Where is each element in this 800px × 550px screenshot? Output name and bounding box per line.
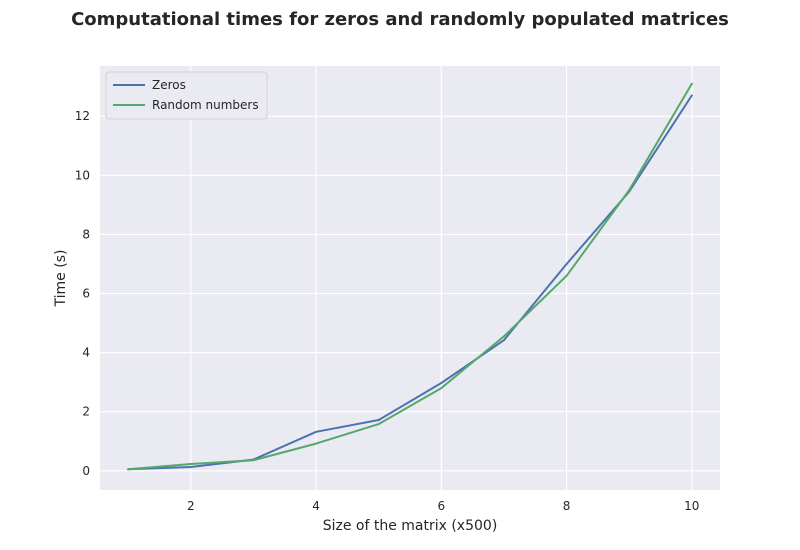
point-zeros (377, 419, 380, 421)
point-random (503, 335, 505, 338)
legend-label-random: Random numbers (152, 98, 259, 112)
point-random (690, 82, 693, 85)
y-axis-label: Time (s) (53, 250, 69, 308)
x-axis-label: Size of the matrix (x500) (323, 518, 498, 534)
point-random (628, 189, 631, 191)
point-zeros (503, 339, 505, 342)
point-zeros (565, 263, 568, 265)
legend: Zeros Random numbers (105, 71, 268, 120)
point-random (565, 274, 568, 277)
point-random (127, 468, 130, 471)
y-tick-label: 6 (82, 287, 90, 301)
point-zeros (440, 382, 443, 384)
x-tick-label: 6 (437, 499, 445, 513)
y-tick-label: 12 (75, 109, 90, 123)
series-line-random (127, 82, 693, 471)
y-tick-label: 10 (75, 168, 90, 182)
legend-label-zeros: Zeros (152, 78, 186, 92)
point-random (189, 463, 192, 465)
y-tick-label: 4 (82, 346, 90, 360)
x-tick-label: 2 (187, 499, 195, 513)
point-random (440, 387, 443, 389)
point-zeros (315, 430, 317, 433)
point-random (315, 442, 317, 445)
point-zeros (690, 94, 693, 97)
x-tick-label: 10 (684, 499, 699, 513)
x-tick-labels: 2 4 6 8 10 (187, 499, 699, 513)
point-random (252, 459, 255, 462)
x-tick-label: 4 (312, 499, 320, 513)
legend-box (105, 71, 268, 120)
chart-title: Computational times for zeros and random… (71, 9, 729, 30)
y-tick-label: 2 (82, 405, 90, 419)
point-zeros (189, 466, 192, 468)
point-random (377, 423, 380, 426)
y-tick-label: 0 (82, 464, 90, 478)
y-tick-labels: 0 2 4 6 8 10 12 (75, 109, 90, 478)
plot-area (100, 66, 720, 490)
series-line-zeros (127, 94, 693, 471)
y-tick-label: 8 (82, 227, 90, 241)
x-tick-label: 8 (563, 499, 571, 513)
series-group (127, 82, 693, 471)
